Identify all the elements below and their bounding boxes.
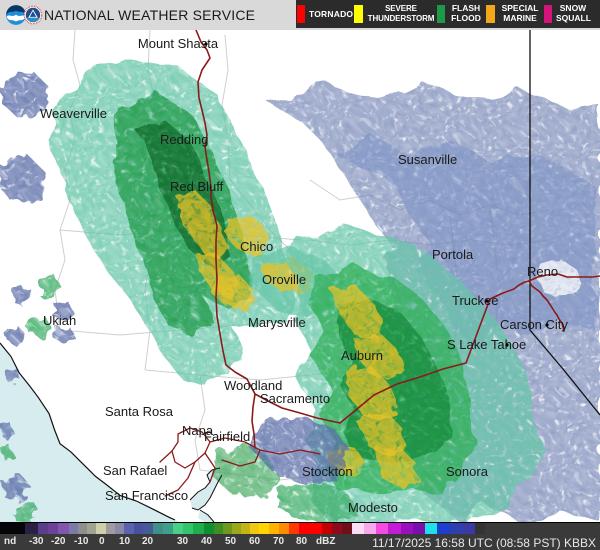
svg-text:Chico: Chico — [240, 239, 273, 254]
svg-text:S Lake Tahoe: S Lake Tahoe — [447, 337, 526, 352]
svg-text:Stockton: Stockton — [302, 464, 353, 479]
svg-text:San Rafael: San Rafael — [103, 463, 167, 478]
svg-text:Auburn: Auburn — [341, 348, 383, 363]
svg-text:Carson City: Carson City — [500, 317, 568, 332]
svg-text:Redding: Redding — [160, 132, 208, 147]
svg-text:Oroville: Oroville — [262, 272, 306, 287]
svg-text:Fairfield: Fairfield — [204, 429, 250, 444]
svg-text:Santa Rosa: Santa Rosa — [105, 404, 174, 419]
svg-text:Truckee: Truckee — [452, 293, 498, 308]
svg-text:Sacramento: Sacramento — [260, 391, 330, 406]
svg-text:Reno: Reno — [527, 264, 558, 279]
svg-text:Modesto: Modesto — [348, 500, 398, 515]
svg-text:Sonora: Sonora — [446, 464, 489, 479]
svg-text:Marysville: Marysville — [248, 315, 306, 330]
svg-text:Ukiah: Ukiah — [43, 313, 76, 328]
svg-text:Weaverville: Weaverville — [40, 106, 107, 121]
svg-text:Susanville: Susanville — [398, 152, 457, 167]
svg-text:Portola: Portola — [432, 247, 474, 262]
svg-text:Red Bluff: Red Bluff — [170, 179, 224, 194]
svg-text:San Francisco: San Francisco — [105, 488, 188, 503]
